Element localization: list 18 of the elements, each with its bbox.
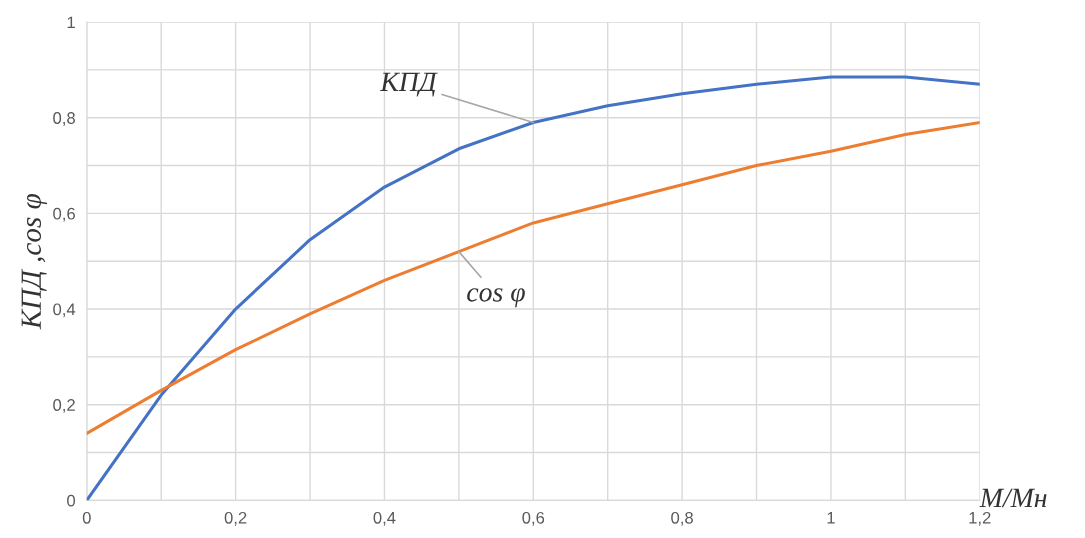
x-tick-label: 0 [82, 511, 91, 524]
x-tick-label: 0,4 [373, 511, 396, 526]
y-tick-label: 0 [67, 494, 76, 507]
x-axis-title: М/Мн [979, 488, 1047, 508]
x-tick-label: 0,8 [671, 511, 693, 526]
y-axis-title: КПД ,cos φ [21, 194, 47, 330]
line-series [86, 120, 980, 435]
x-tick-label: 1 [827, 512, 835, 524]
y-tick-label: 0,6 [53, 207, 75, 222]
y-tick-label: 0,2 [53, 399, 75, 413]
text: КПД [380, 72, 438, 97]
y-tick-label: 1 [67, 16, 75, 29]
series-label: cos φ [467, 288, 525, 308]
x-tick-label: 0,6 [522, 511, 545, 526]
y-tick-label: 0,8 [53, 112, 75, 126]
x-tick-label: 1,2 [969, 511, 991, 526]
x-tick-label: 0,2 [224, 511, 247, 526]
y-tick-label: 0,4 [53, 303, 76, 318]
